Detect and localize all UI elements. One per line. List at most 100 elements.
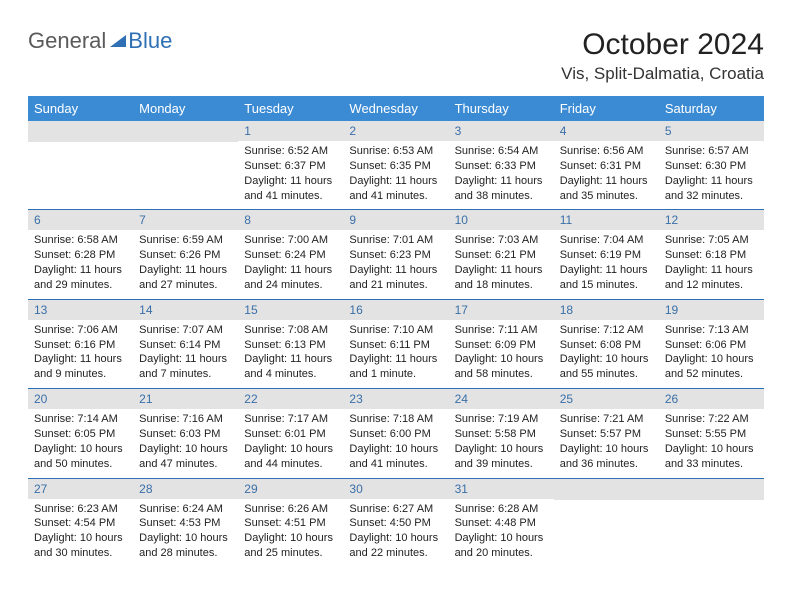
day-number: 4	[554, 121, 659, 141]
day-number-empty	[28, 121, 133, 142]
day-body: Sunrise: 7:22 AMSunset: 5:55 PMDaylight:…	[659, 409, 764, 477]
calendar-day-cell: 8Sunrise: 7:00 AMSunset: 6:24 PMDaylight…	[238, 210, 343, 299]
day-number: 5	[659, 121, 764, 141]
day-number-empty	[133, 121, 238, 142]
brand-part1: General	[28, 28, 106, 54]
calendar-day-cell: 6Sunrise: 6:58 AMSunset: 6:28 PMDaylight…	[28, 210, 133, 299]
day-body: Sunrise: 7:17 AMSunset: 6:01 PMDaylight:…	[238, 409, 343, 477]
day-body: Sunrise: 7:18 AMSunset: 6:00 PMDaylight:…	[343, 409, 448, 477]
calendar-day-cell: 13Sunrise: 7:06 AMSunset: 6:16 PMDayligh…	[28, 299, 133, 388]
day-body: Sunrise: 7:13 AMSunset: 6:06 PMDaylight:…	[659, 320, 764, 388]
brand-logo: General Blue	[28, 28, 172, 54]
calendar-week-row: 1Sunrise: 6:52 AMSunset: 6:37 PMDaylight…	[28, 121, 764, 210]
day-body: Sunrise: 7:07 AMSunset: 6:14 PMDaylight:…	[133, 320, 238, 388]
day-number: 18	[554, 300, 659, 320]
day-body: Sunrise: 7:21 AMSunset: 5:57 PMDaylight:…	[554, 409, 659, 477]
title-block: October 2024 Vis, Split-Dalmatia, Croati…	[561, 28, 764, 84]
weekday-header: Sunday	[28, 96, 133, 121]
day-number: 24	[449, 389, 554, 409]
day-body: Sunrise: 7:03 AMSunset: 6:21 PMDaylight:…	[449, 230, 554, 298]
day-body: Sunrise: 7:19 AMSunset: 5:58 PMDaylight:…	[449, 409, 554, 477]
day-body: Sunrise: 6:59 AMSunset: 6:26 PMDaylight:…	[133, 230, 238, 298]
day-body: Sunrise: 6:26 AMSunset: 4:51 PMDaylight:…	[238, 499, 343, 567]
calendar-day-cell	[659, 478, 764, 567]
calendar-day-cell: 2Sunrise: 6:53 AMSunset: 6:35 PMDaylight…	[343, 121, 448, 210]
day-number: 31	[449, 479, 554, 499]
calendar-day-cell: 1Sunrise: 6:52 AMSunset: 6:37 PMDaylight…	[238, 121, 343, 210]
calendar-day-cell: 5Sunrise: 6:57 AMSunset: 6:30 PMDaylight…	[659, 121, 764, 210]
day-body: Sunrise: 7:05 AMSunset: 6:18 PMDaylight:…	[659, 230, 764, 298]
calendar-day-cell: 17Sunrise: 7:11 AMSunset: 6:09 PMDayligh…	[449, 299, 554, 388]
day-number: 22	[238, 389, 343, 409]
calendar-day-cell: 26Sunrise: 7:22 AMSunset: 5:55 PMDayligh…	[659, 389, 764, 478]
calendar-day-cell: 3Sunrise: 6:54 AMSunset: 6:33 PMDaylight…	[449, 121, 554, 210]
day-number: 1	[238, 121, 343, 141]
day-number: 27	[28, 479, 133, 499]
day-number: 29	[238, 479, 343, 499]
day-body: Sunrise: 6:53 AMSunset: 6:35 PMDaylight:…	[343, 141, 448, 209]
calendar-week-row: 27Sunrise: 6:23 AMSunset: 4:54 PMDayligh…	[28, 478, 764, 567]
day-number: 23	[343, 389, 448, 409]
day-body: Sunrise: 7:14 AMSunset: 6:05 PMDaylight:…	[28, 409, 133, 477]
calendar-day-cell: 11Sunrise: 7:04 AMSunset: 6:19 PMDayligh…	[554, 210, 659, 299]
calendar-day-cell: 24Sunrise: 7:19 AMSunset: 5:58 PMDayligh…	[449, 389, 554, 478]
calendar-day-cell: 9Sunrise: 7:01 AMSunset: 6:23 PMDaylight…	[343, 210, 448, 299]
day-body: Sunrise: 6:56 AMSunset: 6:31 PMDaylight:…	[554, 141, 659, 209]
day-number: 12	[659, 210, 764, 230]
calendar-day-cell	[554, 478, 659, 567]
calendar-day-cell: 12Sunrise: 7:05 AMSunset: 6:18 PMDayligh…	[659, 210, 764, 299]
day-body: Sunrise: 7:12 AMSunset: 6:08 PMDaylight:…	[554, 320, 659, 388]
day-body: Sunrise: 7:10 AMSunset: 6:11 PMDaylight:…	[343, 320, 448, 388]
day-body: Sunrise: 6:54 AMSunset: 6:33 PMDaylight:…	[449, 141, 554, 209]
day-number: 7	[133, 210, 238, 230]
calendar-body: 1Sunrise: 6:52 AMSunset: 6:37 PMDaylight…	[28, 121, 764, 567]
calendar-day-cell: 23Sunrise: 7:18 AMSunset: 6:00 PMDayligh…	[343, 389, 448, 478]
triangle-icon	[108, 31, 128, 51]
calendar-day-cell: 22Sunrise: 7:17 AMSunset: 6:01 PMDayligh…	[238, 389, 343, 478]
day-number: 16	[343, 300, 448, 320]
calendar-day-cell: 21Sunrise: 7:16 AMSunset: 6:03 PMDayligh…	[133, 389, 238, 478]
day-number: 13	[28, 300, 133, 320]
day-body: Sunrise: 6:24 AMSunset: 4:53 PMDaylight:…	[133, 499, 238, 567]
page-header: General Blue October 2024 Vis, Split-Dal…	[28, 28, 764, 84]
day-number-empty	[659, 479, 764, 500]
calendar-day-cell: 7Sunrise: 6:59 AMSunset: 6:26 PMDaylight…	[133, 210, 238, 299]
day-number: 11	[554, 210, 659, 230]
day-number: 14	[133, 300, 238, 320]
location-text: Vis, Split-Dalmatia, Croatia	[561, 64, 764, 84]
day-number: 8	[238, 210, 343, 230]
weekday-header: Wednesday	[343, 96, 448, 121]
day-body: Sunrise: 7:16 AMSunset: 6:03 PMDaylight:…	[133, 409, 238, 477]
day-number: 19	[659, 300, 764, 320]
day-body: Sunrise: 7:04 AMSunset: 6:19 PMDaylight:…	[554, 230, 659, 298]
calendar-day-cell: 18Sunrise: 7:12 AMSunset: 6:08 PMDayligh…	[554, 299, 659, 388]
day-body: Sunrise: 6:52 AMSunset: 6:37 PMDaylight:…	[238, 141, 343, 209]
weekday-header: Tuesday	[238, 96, 343, 121]
calendar-day-cell: 15Sunrise: 7:08 AMSunset: 6:13 PMDayligh…	[238, 299, 343, 388]
day-number: 3	[449, 121, 554, 141]
calendar-day-cell: 14Sunrise: 7:07 AMSunset: 6:14 PMDayligh…	[133, 299, 238, 388]
calendar-day-cell: 10Sunrise: 7:03 AMSunset: 6:21 PMDayligh…	[449, 210, 554, 299]
day-number: 21	[133, 389, 238, 409]
weekday-header: Monday	[133, 96, 238, 121]
calendar-day-cell	[28, 121, 133, 210]
calendar-day-cell: 30Sunrise: 6:27 AMSunset: 4:50 PMDayligh…	[343, 478, 448, 567]
month-title: October 2024	[561, 28, 764, 62]
day-number: 17	[449, 300, 554, 320]
calendar-day-cell: 16Sunrise: 7:10 AMSunset: 6:11 PMDayligh…	[343, 299, 448, 388]
day-body: Sunrise: 7:01 AMSunset: 6:23 PMDaylight:…	[343, 230, 448, 298]
day-body: Sunrise: 6:58 AMSunset: 6:28 PMDaylight:…	[28, 230, 133, 298]
day-body: Sunrise: 6:27 AMSunset: 4:50 PMDaylight:…	[343, 499, 448, 567]
day-body: Sunrise: 6:57 AMSunset: 6:30 PMDaylight:…	[659, 141, 764, 209]
calendar-day-cell: 29Sunrise: 6:26 AMSunset: 4:51 PMDayligh…	[238, 478, 343, 567]
calendar-head: SundayMondayTuesdayWednesdayThursdayFrid…	[28, 96, 764, 121]
day-number: 9	[343, 210, 448, 230]
day-body: Sunrise: 7:00 AMSunset: 6:24 PMDaylight:…	[238, 230, 343, 298]
weekday-header: Thursday	[449, 96, 554, 121]
day-number: 25	[554, 389, 659, 409]
calendar-day-cell: 25Sunrise: 7:21 AMSunset: 5:57 PMDayligh…	[554, 389, 659, 478]
calendar-day-cell: 27Sunrise: 6:23 AMSunset: 4:54 PMDayligh…	[28, 478, 133, 567]
day-number: 28	[133, 479, 238, 499]
day-number: 2	[343, 121, 448, 141]
day-number: 30	[343, 479, 448, 499]
